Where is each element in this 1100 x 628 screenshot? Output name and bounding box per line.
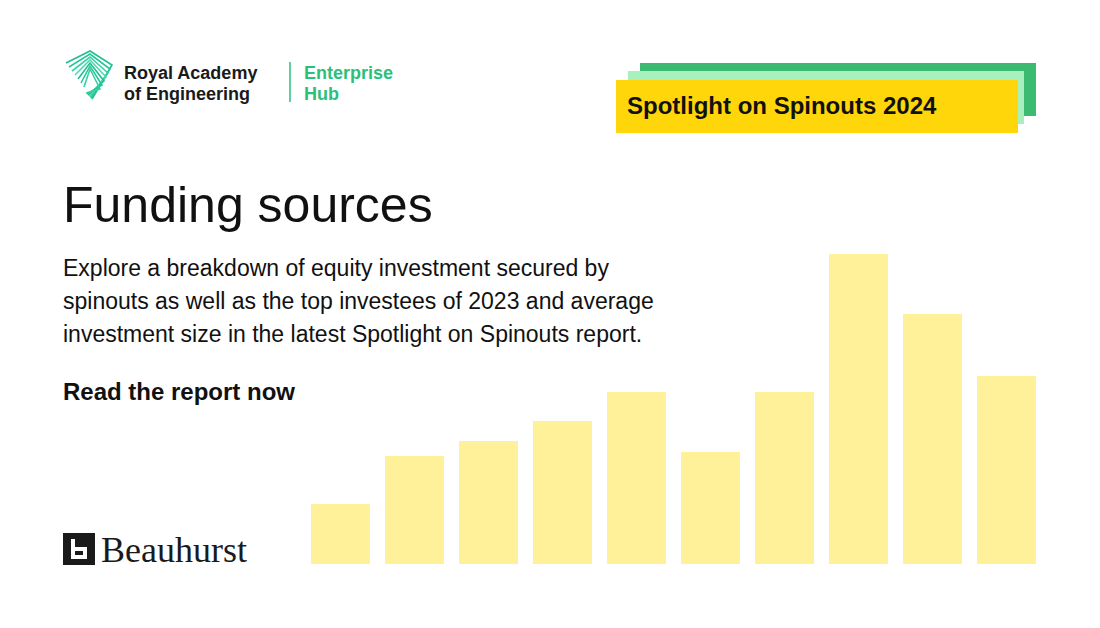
bar [681, 452, 740, 564]
hub-text: Enterprise [304, 63, 393, 83]
bar [755, 392, 814, 564]
partner-icon-box [63, 533, 95, 565]
partner-icon-bar [75, 555, 87, 559]
cta: Read the report now [63, 378, 295, 405]
bar [533, 421, 592, 564]
card: Royal Academyof Engineering EnterpriseHub… [0, 0, 1100, 628]
partner-icon [63, 533, 95, 565]
logo-stroke [66, 51, 112, 99]
logo-icon [66, 51, 112, 99]
logo-stroke [81, 66, 102, 94]
headline: Funding sources [63, 177, 433, 233]
body-text: Explore a breakdown of equity investment… [63, 255, 609, 281]
bar [311, 504, 370, 564]
logo-stroke [75, 60, 106, 96]
logo-divider [289, 62, 291, 102]
bar [607, 392, 666, 564]
partner-icon-bar [71, 539, 75, 559]
bar [829, 254, 888, 564]
logo-stroke [78, 63, 104, 95]
background [0, 0, 1100, 628]
body-text: spinouts as well as the top investees of… [63, 288, 654, 314]
logo-text: Royal Academy [124, 63, 257, 83]
logo-stroke [84, 69, 100, 93]
bar [385, 456, 444, 564]
bar [977, 376, 1036, 564]
badge-box [616, 80, 1018, 133]
logo-text: of Engineering [124, 84, 250, 104]
badge-text: Spotlight on Spinouts 2024 [627, 92, 937, 119]
hub-text: Hub [304, 84, 339, 104]
partner-name: Beauhurst [101, 530, 247, 570]
bar [903, 314, 962, 564]
logo-stroke [72, 57, 108, 97]
body-text: investment size in the latest Spotlight … [63, 321, 642, 347]
bar [459, 441, 518, 564]
logo-stroke [69, 54, 110, 98]
